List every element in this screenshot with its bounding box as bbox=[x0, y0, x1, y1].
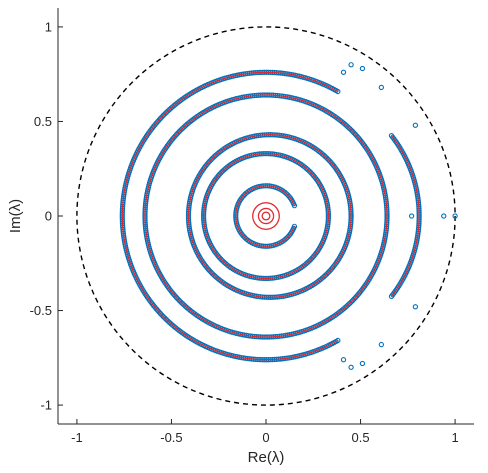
data-point bbox=[335, 337, 341, 344]
data-point bbox=[412, 304, 419, 310]
series-line bbox=[202, 152, 330, 280]
y-axis-title: Im(λ) bbox=[7, 199, 24, 233]
data-point bbox=[340, 357, 347, 363]
y-tick-label: -0.5 bbox=[30, 303, 52, 318]
data-point bbox=[348, 62, 354, 68]
y-tick-label: -1 bbox=[40, 398, 52, 413]
series-line bbox=[390, 135, 420, 297]
data-point bbox=[388, 133, 395, 139]
series-line bbox=[187, 134, 352, 298]
series-line bbox=[235, 185, 296, 247]
series-line bbox=[121, 71, 339, 361]
data-point bbox=[359, 360, 366, 367]
data-point bbox=[452, 213, 458, 219]
series-line bbox=[257, 207, 275, 225]
data-point bbox=[378, 341, 384, 348]
plot-area bbox=[76, 26, 458, 406]
data-point bbox=[359, 65, 366, 72]
unit-circle bbox=[76, 26, 456, 406]
x-tick-label: 1 bbox=[451, 430, 458, 445]
x-tick-label: 0.5 bbox=[352, 430, 370, 445]
y-tick-label: 0 bbox=[45, 209, 52, 224]
data-point bbox=[348, 364, 354, 370]
x-tick-label: -0.5 bbox=[160, 430, 182, 445]
data-point bbox=[408, 213, 415, 219]
series-line bbox=[144, 94, 388, 338]
series-line bbox=[252, 202, 280, 230]
data-point bbox=[340, 69, 347, 75]
x-tick-label: 0 bbox=[262, 430, 269, 445]
data-point bbox=[441, 213, 447, 219]
data-point bbox=[291, 223, 298, 229]
data-point bbox=[378, 84, 384, 91]
x-tick-label: -1 bbox=[71, 430, 83, 445]
axes: -1 -0.5 0 0.5 1 -1 -0.5 0 0.5 1 bbox=[30, 8, 474, 445]
y-tick-label: 0.5 bbox=[34, 114, 52, 129]
x-axis-title: Re(λ) bbox=[248, 449, 285, 466]
series-line bbox=[261, 211, 271, 221]
series-1 bbox=[121, 71, 420, 361]
y-tick-label: 1 bbox=[45, 19, 52, 34]
data-point bbox=[412, 122, 419, 128]
